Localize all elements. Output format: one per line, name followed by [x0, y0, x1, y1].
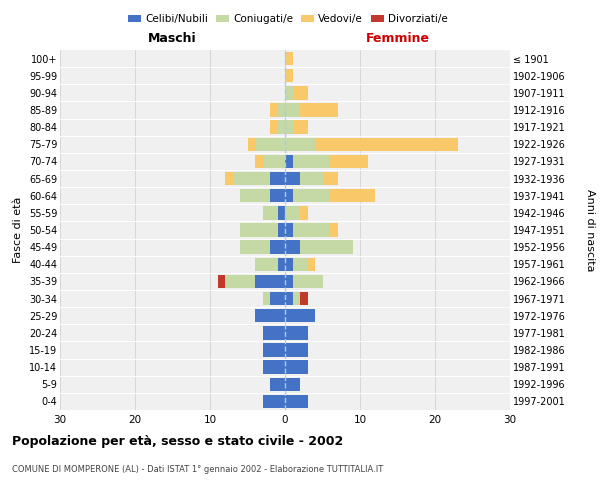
Bar: [293, 258, 308, 271]
Bar: [285, 240, 300, 254]
Bar: [277, 104, 285, 117]
Bar: [300, 292, 308, 306]
Bar: [285, 154, 293, 168]
Bar: [270, 104, 277, 117]
Bar: [263, 154, 285, 168]
Bar: [263, 344, 285, 356]
Bar: [277, 224, 285, 236]
Bar: [255, 274, 285, 288]
Legend: Celibi/Nubili, Coniugati/e, Vedovi/e, Divorziati/e: Celibi/Nubili, Coniugati/e, Vedovi/e, Di…: [124, 10, 452, 29]
Bar: [285, 394, 308, 408]
Bar: [270, 189, 285, 202]
Bar: [285, 274, 293, 288]
Bar: [315, 138, 458, 151]
Bar: [285, 326, 308, 340]
Bar: [240, 189, 270, 202]
Bar: [293, 224, 330, 236]
Bar: [285, 52, 293, 66]
Bar: [285, 138, 315, 151]
Bar: [277, 258, 285, 271]
Bar: [293, 274, 323, 288]
Bar: [293, 189, 330, 202]
Bar: [225, 172, 233, 186]
Bar: [270, 378, 285, 391]
Bar: [285, 258, 293, 271]
Bar: [255, 258, 277, 271]
Bar: [300, 240, 353, 254]
Bar: [285, 206, 300, 220]
Bar: [270, 292, 285, 306]
Bar: [308, 258, 315, 271]
Text: COMUNE DI MOMPERONE (AL) - Dati ISTAT 1° gennaio 2002 - Elaborazione TUTTITALIA.: COMUNE DI MOMPERONE (AL) - Dati ISTAT 1°…: [12, 465, 383, 474]
Bar: [285, 104, 300, 117]
Bar: [277, 120, 285, 134]
Bar: [263, 394, 285, 408]
Bar: [293, 120, 308, 134]
Bar: [330, 154, 367, 168]
Y-axis label: Fasce di età: Fasce di età: [13, 197, 23, 263]
Bar: [285, 360, 308, 374]
Bar: [330, 189, 375, 202]
Bar: [285, 172, 300, 186]
Bar: [293, 154, 330, 168]
Bar: [285, 292, 293, 306]
Text: Maschi: Maschi: [148, 32, 197, 45]
Bar: [263, 206, 277, 220]
Bar: [300, 104, 337, 117]
Bar: [285, 120, 293, 134]
Text: Popolazione per età, sesso e stato civile - 2002: Popolazione per età, sesso e stato civil…: [12, 435, 343, 448]
Bar: [285, 189, 293, 202]
Bar: [277, 206, 285, 220]
Text: Femmine: Femmine: [365, 32, 430, 45]
Bar: [285, 86, 293, 100]
Bar: [293, 86, 308, 100]
Bar: [285, 309, 315, 322]
Bar: [263, 360, 285, 374]
Bar: [225, 274, 255, 288]
Y-axis label: Anni di nascita: Anni di nascita: [585, 188, 595, 271]
Bar: [285, 344, 308, 356]
Bar: [248, 138, 255, 151]
Bar: [323, 172, 337, 186]
Bar: [270, 120, 277, 134]
Bar: [263, 292, 270, 306]
Bar: [300, 206, 308, 220]
Bar: [285, 224, 293, 236]
Bar: [270, 240, 285, 254]
Bar: [233, 172, 270, 186]
Bar: [285, 378, 300, 391]
Bar: [240, 224, 277, 236]
Bar: [263, 326, 285, 340]
Bar: [300, 172, 323, 186]
Bar: [240, 240, 270, 254]
Bar: [285, 69, 293, 82]
Bar: [293, 292, 300, 306]
Bar: [218, 274, 225, 288]
Bar: [330, 224, 337, 236]
Bar: [270, 172, 285, 186]
Bar: [255, 138, 285, 151]
Bar: [255, 154, 263, 168]
Bar: [255, 309, 285, 322]
